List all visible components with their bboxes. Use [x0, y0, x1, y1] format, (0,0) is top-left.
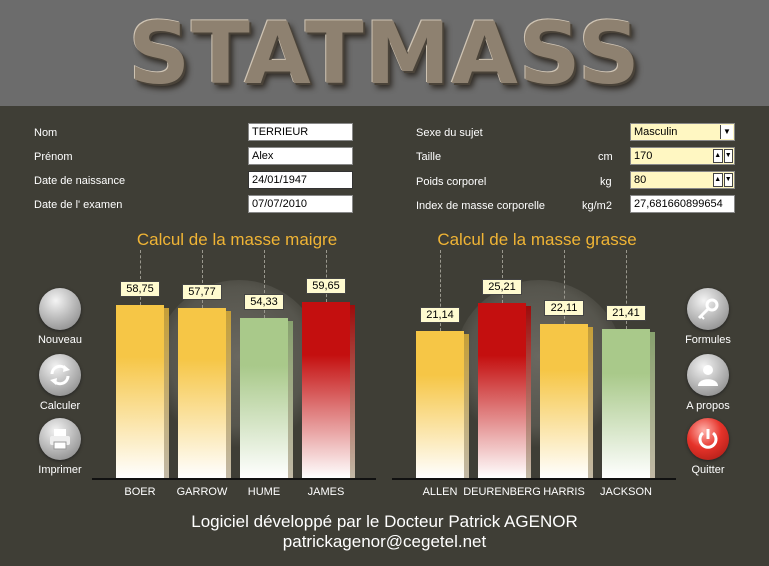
imprimer-button[interactable]: Imprimer — [20, 418, 100, 476]
leader-line — [326, 250, 327, 303]
bar-allen — [416, 330, 469, 478]
sexe-label: Sexe du sujet — [416, 127, 483, 139]
power-icon — [687, 418, 729, 460]
prenom-field[interactable]: Alex — [248, 147, 353, 165]
footer-email[interactable]: patrickagenor@cegetel.net — [282, 532, 487, 551]
data-label: 57,77 — [182, 283, 222, 300]
date-naissance-label: Date de naissance — [34, 175, 126, 187]
quitter-button[interactable]: Quitter — [668, 418, 748, 476]
calculer-button[interactable]: Calculer — [20, 354, 100, 412]
nouveau-button[interactable]: Nouveau — [20, 288, 100, 346]
formules-button[interactable]: Formules — [668, 288, 748, 346]
bar-jackson — [602, 328, 655, 478]
imprimer-label: Imprimer — [38, 464, 82, 476]
x-axis-line — [392, 478, 676, 480]
category-label: HARRIS — [543, 486, 585, 498]
category-label: JACKSON — [600, 486, 652, 498]
printer-icon — [39, 418, 81, 460]
spin-up-icon[interactable]: ▲ — [713, 149, 723, 163]
leader-line — [140, 250, 141, 306]
sexe-select[interactable]: Masculin ▼ — [630, 123, 735, 141]
sexe-value: Masculin — [634, 126, 678, 138]
blank-sphere-icon — [39, 288, 81, 330]
poids-stepper[interactable]: 80 ▲ ▼ — [630, 171, 735, 189]
chart-masse-maigre: 58,75 BOER 57,77 GARROW 54,33 HUME 59,65 JAMES — [92, 250, 376, 498]
bar-deurenberg — [478, 302, 531, 478]
key-icon — [687, 288, 729, 330]
leader-line — [202, 250, 203, 308]
formules-label: Formules — [685, 334, 731, 346]
poids-unit: kg — [600, 176, 612, 188]
category-label: ALLEN — [422, 486, 458, 498]
bar-garrow — [178, 307, 231, 478]
imc-label: Index de masse corporelle — [416, 200, 546, 212]
data-label: 25,21 — [482, 278, 522, 295]
category-label: JAMES — [307, 486, 345, 498]
date-naissance-field[interactable]: 24/01/1947 — [248, 171, 353, 189]
category-label: GARROW — [176, 486, 228, 498]
footer-credit: Logiciel développé par le Docteur Patric… — [191, 512, 578, 531]
refresh-icon — [39, 354, 81, 396]
calculer-label: Calculer — [39, 400, 81, 412]
x-axis-line — [92, 478, 376, 480]
nouveau-label: Nouveau — [37, 334, 83, 346]
bar-boer — [116, 305, 169, 478]
prenom-label: Prénom — [34, 151, 73, 163]
imc-unit: kg/m2 — [582, 200, 612, 212]
bar-harris — [540, 324, 593, 478]
data-label: 21,14 — [420, 306, 460, 323]
apropos-label: A propos — [686, 400, 730, 412]
chart-title-masse-grasse: Calcul de la masse grasse — [437, 230, 637, 249]
data-label: 59,65 — [306, 278, 346, 295]
nom-label: Nom — [34, 127, 58, 139]
leader-line — [264, 250, 265, 319]
imc-field: 27,681660899654 — [630, 195, 735, 213]
quitter-label: Quitter — [691, 464, 725, 476]
poids-label: Poids corporel — [416, 176, 487, 188]
data-label: 21,41 — [606, 304, 646, 321]
app-logo-title: STATMASS — [128, 4, 641, 104]
category-label: DEURENBERG — [463, 486, 541, 498]
data-label: 22,11 — [544, 300, 584, 317]
date-examen-label: Date de l' examen — [34, 199, 123, 211]
category-label: HUME — [247, 486, 281, 498]
chevron-down-icon[interactable]: ▼ — [720, 125, 733, 139]
chart-title-masse-maigre: Calcul de la masse maigre — [136, 230, 338, 249]
data-label: 58,75 — [120, 281, 160, 298]
bar-hume — [240, 318, 293, 478]
data-label: 54,33 — [244, 294, 284, 311]
category-label: BOER — [124, 486, 156, 498]
spin-down-icon[interactable]: ▼ — [723, 173, 733, 187]
leader-line — [564, 250, 565, 325]
taille-label: Taille — [416, 151, 442, 163]
spin-down-icon[interactable]: ▼ — [723, 149, 733, 163]
taille-unit: cm — [598, 151, 613, 163]
poids-value: 80 — [634, 174, 647, 186]
apropos-button[interactable]: A propos — [668, 354, 748, 412]
user-icon — [687, 354, 729, 396]
header-banner: STATMASS — [0, 0, 769, 106]
nom-field[interactable]: TERRIEUR — [248, 123, 353, 141]
leader-line — [626, 250, 627, 329]
spin-up-icon[interactable]: ▲ — [713, 173, 723, 187]
leader-line — [502, 250, 503, 303]
taille-value: 170 — [634, 150, 653, 162]
chart-masse-grasse: 21,14 ALLEN 25,21 DEURENBERG 22,11 HARRIS 21,4… — [392, 250, 676, 498]
taille-stepper[interactable]: 170 ▲ ▼ — [630, 147, 735, 165]
bar-james — [302, 302, 355, 478]
leader-line — [440, 250, 441, 331]
date-examen-field[interactable]: 07/07/2010 — [248, 195, 353, 213]
